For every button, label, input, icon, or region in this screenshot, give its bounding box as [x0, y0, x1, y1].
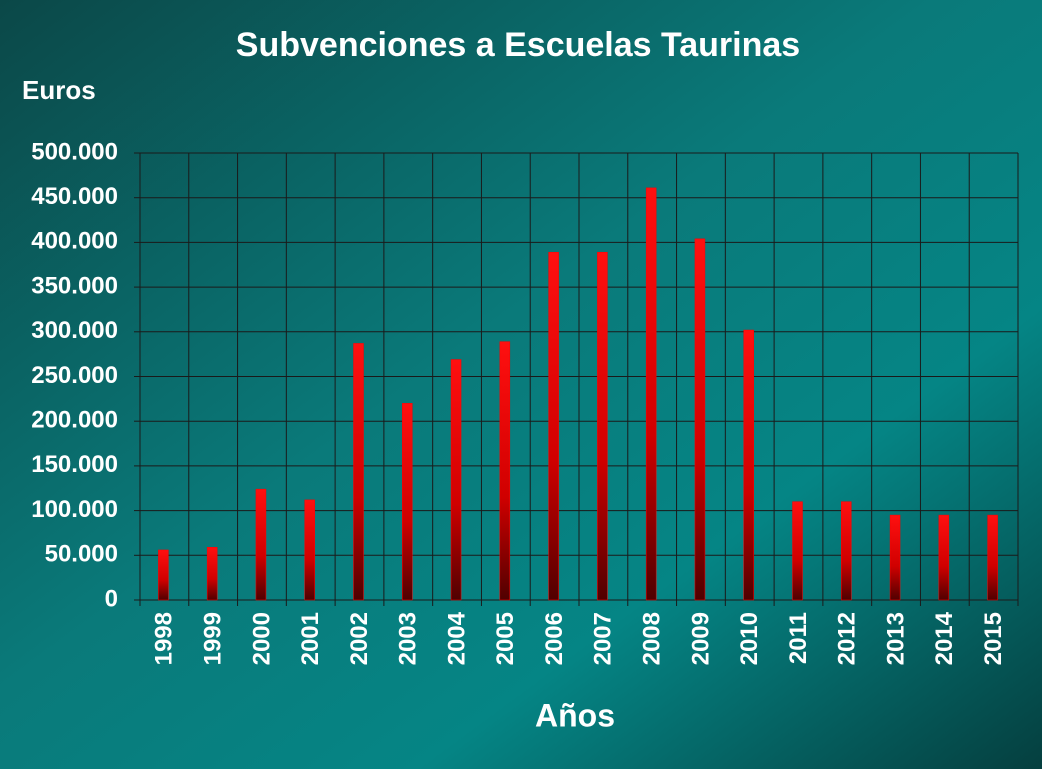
chart-title: Subvenciones a Escuelas Taurinas: [236, 26, 800, 64]
bar: [792, 501, 803, 601]
x-tick-label: 2001: [297, 612, 324, 665]
bar: [304, 499, 315, 601]
x-tick-label: 2000: [248, 612, 275, 665]
x-tick-label: 2003: [395, 612, 422, 665]
x-tick-label: 2011: [785, 612, 812, 664]
bar: [889, 514, 901, 601]
y-tick-label: 450.000: [31, 183, 118, 210]
bar: [743, 329, 754, 601]
bar: [499, 341, 511, 601]
bar: [841, 501, 852, 601]
x-tick-label: 2005: [492, 612, 519, 665]
x-tick-label: 2010: [736, 612, 763, 665]
y-axis-label: Euros: [22, 75, 96, 105]
x-tick-label: 1998: [151, 612, 178, 665]
x-tick-label: 1999: [200, 612, 227, 665]
y-tick-label: 400.000: [31, 228, 118, 255]
bar: [158, 549, 169, 601]
y-tick-label: 200.000: [31, 407, 118, 434]
bar: [353, 343, 364, 601]
x-tick-label: 2002: [346, 612, 373, 665]
x-tick-label: 2013: [882, 612, 909, 665]
y-tick-label: 100.000: [31, 496, 118, 523]
bar: [206, 547, 218, 601]
y-tick-label: 250.000: [31, 362, 118, 389]
x-tick-label: 2014: [931, 611, 958, 665]
x-axis-label: Años: [535, 697, 615, 733]
bar: [450, 359, 462, 601]
bar: [645, 187, 657, 601]
y-tick-label: 150.000: [31, 451, 118, 478]
bar: [548, 251, 559, 601]
y-tick-label: 300.000: [31, 317, 118, 344]
bar: [597, 251, 608, 601]
bar: [402, 403, 413, 601]
x-tick-label: 2012: [834, 612, 861, 665]
x-tick-label: 2008: [639, 612, 666, 665]
y-tick-label: 350.000: [31, 272, 118, 299]
x-tick-label: 2007: [590, 612, 617, 665]
bar: [987, 514, 998, 601]
y-tick-label: 50.000: [45, 541, 118, 568]
x-tick-label: 2015: [980, 612, 1007, 665]
x-tick-label: 2006: [541, 612, 568, 665]
bar: [255, 488, 267, 601]
bar: [694, 238, 706, 601]
x-tick-label: 2004: [443, 611, 470, 665]
bar: [938, 514, 950, 601]
x-tick-label: 2009: [687, 612, 714, 665]
y-tick-label: 500.000: [31, 138, 118, 165]
y-tick-label: 0: [105, 585, 118, 612]
